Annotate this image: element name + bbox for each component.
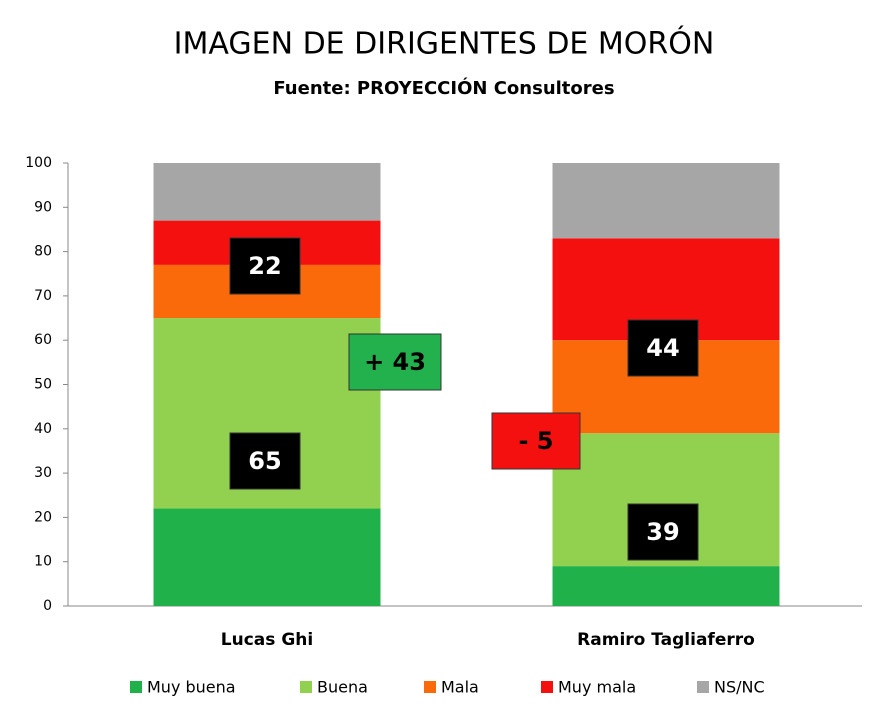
y-tick-label: 40 [34, 421, 52, 437]
annotation: - 5 [518, 427, 553, 455]
legend-swatch [541, 681, 553, 693]
legend-label: Muy buena [147, 678, 236, 697]
bar-segment [153, 163, 381, 221]
legend-label: Muy mala [558, 678, 636, 697]
y-tick-label: 30 [34, 465, 52, 481]
annotation: 39 [646, 518, 679, 546]
y-tick-label: 100 [25, 155, 52, 171]
annotation-box [627, 503, 699, 561]
legend-swatch [130, 681, 142, 693]
bar-segment [552, 566, 780, 606]
legend-label: NS/NC [714, 678, 765, 697]
bar-segment [552, 163, 780, 239]
legend-swatch [300, 681, 312, 693]
x-tick-label: Lucas Ghi [221, 630, 313, 650]
annotation: 22 [248, 252, 281, 280]
legend-swatch [424, 681, 436, 693]
y-tick-label: 0 [43, 598, 52, 614]
bar-segment [153, 508, 381, 606]
annotation-box [491, 412, 581, 470]
annotation: 65 [248, 447, 281, 475]
y-tick-label: 70 [34, 288, 52, 304]
y-tick-label: 60 [34, 332, 52, 348]
annotation: 44 [646, 334, 679, 362]
annotation-box [229, 432, 301, 490]
y-tick-label: 20 [34, 509, 52, 525]
y-tick-label: 90 [34, 199, 52, 215]
x-tick-label: Ramiro Tagliaferro [577, 630, 755, 650]
annotation-box [229, 237, 301, 295]
legend-label: Mala [441, 678, 479, 697]
legend-label: Buena [317, 678, 368, 697]
annotation-box [348, 333, 442, 391]
annotation: + 43 [364, 348, 426, 376]
legend-swatch [697, 681, 709, 693]
y-tick-label: 10 [34, 554, 52, 570]
annotation-box [627, 319, 699, 377]
y-tick-label: 50 [34, 377, 52, 393]
chart-title: IMAGEN DE DIRIGENTES DE MORÓN [174, 25, 715, 62]
y-tick-label: 80 [34, 244, 52, 260]
chart-subtitle: Fuente: PROYECCIÓN Consultores [273, 77, 614, 99]
